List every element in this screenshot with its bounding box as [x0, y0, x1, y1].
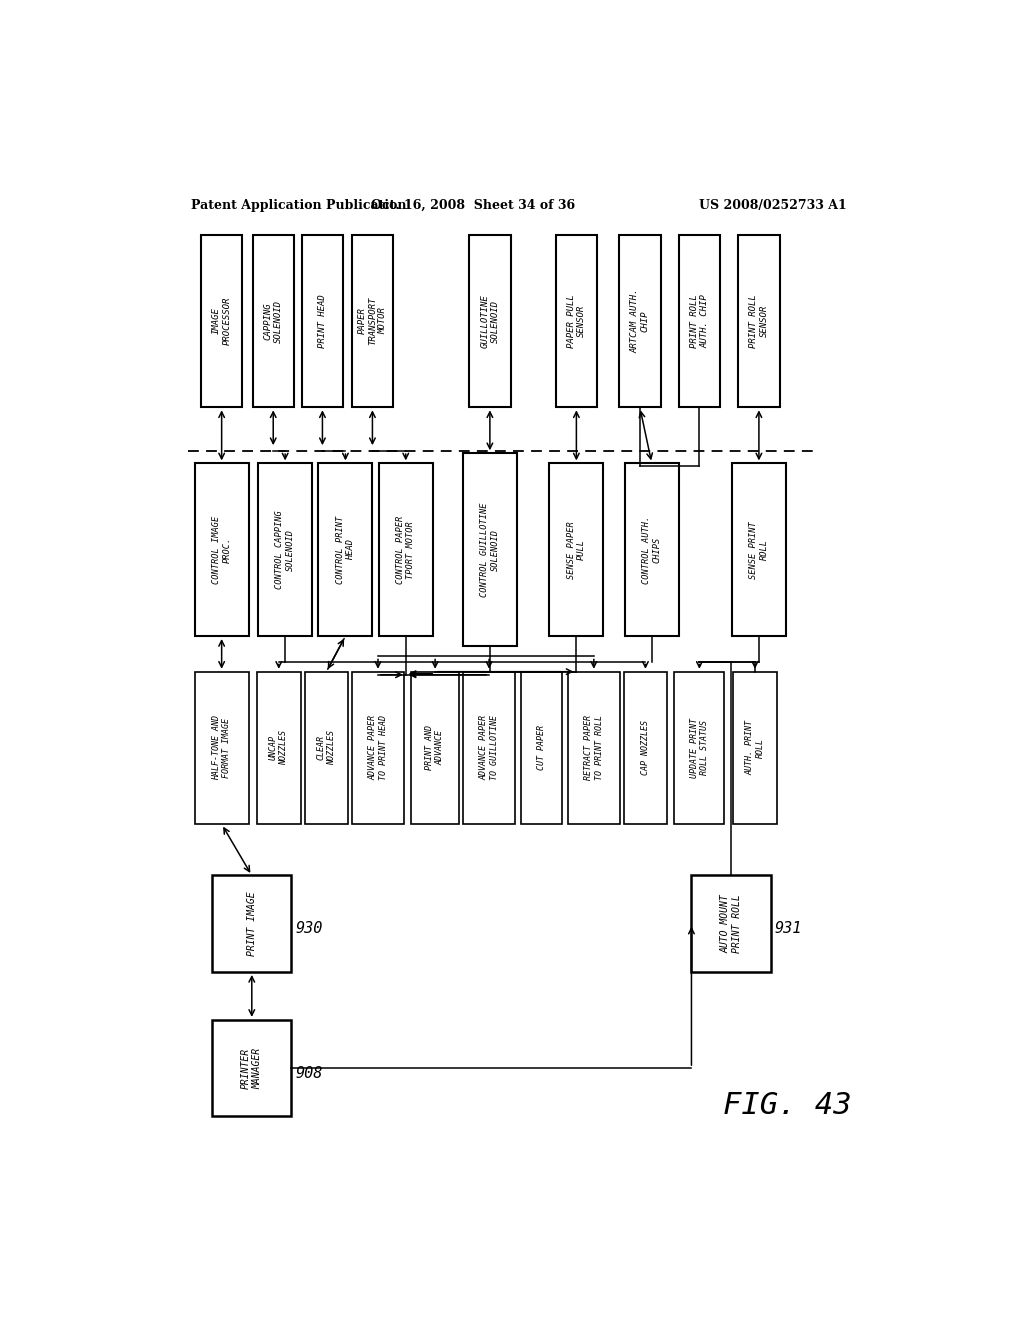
Text: PRINT ROLL
SENSOR: PRINT ROLL SENSOR	[750, 294, 769, 348]
FancyBboxPatch shape	[212, 1020, 292, 1117]
FancyBboxPatch shape	[352, 235, 393, 408]
Text: ADVANCE PAPER
TO GUILLOTINE: ADVANCE PAPER TO GUILLOTINE	[479, 715, 499, 780]
Text: UNCAP
NOZZLES: UNCAP NOZZLES	[269, 730, 289, 766]
FancyBboxPatch shape	[691, 875, 771, 972]
Text: PRINT HEAD: PRINT HEAD	[317, 294, 327, 348]
Text: PRINT AND
ADVANCE: PRINT AND ADVANCE	[425, 726, 444, 771]
FancyBboxPatch shape	[258, 463, 312, 636]
Text: CAPPING
SOLENOID: CAPPING SOLENOID	[263, 300, 283, 342]
Text: PRINT IMAGE: PRINT IMAGE	[247, 891, 257, 956]
Text: 931: 931	[775, 921, 802, 936]
FancyBboxPatch shape	[412, 672, 459, 824]
Text: Oct. 16, 2008  Sheet 34 of 36: Oct. 16, 2008 Sheet 34 of 36	[371, 199, 575, 213]
FancyBboxPatch shape	[625, 463, 679, 636]
Text: SENSE PRINT
ROLL: SENSE PRINT ROLL	[750, 521, 769, 578]
Text: AUTH. PRINT
ROLL: AUTH. PRINT ROLL	[745, 721, 765, 775]
Text: UPDATE PRINT
ROLL STATUS: UPDATE PRINT ROLL STATUS	[690, 718, 709, 777]
FancyBboxPatch shape	[201, 235, 243, 408]
Text: FIG. 43: FIG. 43	[723, 1092, 852, 1121]
FancyBboxPatch shape	[624, 672, 668, 824]
Text: SENSE PAPER
PULL: SENSE PAPER PULL	[566, 521, 586, 578]
Text: CONTROL CAPPING
SOLENOID: CONTROL CAPPING SOLENOID	[275, 511, 295, 589]
Text: CAP NOZZLES: CAP NOZZLES	[641, 721, 650, 775]
FancyBboxPatch shape	[318, 463, 373, 636]
FancyBboxPatch shape	[521, 672, 562, 824]
FancyBboxPatch shape	[302, 235, 343, 408]
Text: CONTROL IMAGE
PROC.: CONTROL IMAGE PROC.	[212, 516, 231, 583]
FancyBboxPatch shape	[379, 463, 433, 636]
FancyBboxPatch shape	[463, 453, 517, 647]
Text: RETRACT PAPER
TO PRINT ROLL: RETRACT PAPER TO PRINT ROLL	[584, 715, 603, 780]
Text: 930: 930	[296, 921, 323, 936]
FancyBboxPatch shape	[304, 672, 348, 824]
FancyBboxPatch shape	[675, 672, 724, 824]
FancyBboxPatch shape	[195, 463, 249, 636]
FancyBboxPatch shape	[469, 235, 511, 408]
Text: CONTROL PAPER
TPORT MOTOR: CONTROL PAPER TPORT MOTOR	[396, 516, 416, 583]
Text: CLEAR
NOZZLES: CLEAR NOZZLES	[316, 730, 336, 766]
FancyBboxPatch shape	[620, 235, 660, 408]
FancyBboxPatch shape	[352, 672, 403, 824]
FancyBboxPatch shape	[679, 235, 720, 408]
Text: CONTROL PRINT
HEAD: CONTROL PRINT HEAD	[336, 516, 355, 583]
FancyBboxPatch shape	[732, 463, 785, 636]
Text: PAPER PULL
SENSOR: PAPER PULL SENSOR	[566, 294, 586, 348]
FancyBboxPatch shape	[568, 672, 620, 824]
FancyBboxPatch shape	[253, 235, 294, 408]
Text: CONTROL GUILLOTINE
SOLENOID: CONTROL GUILLOTINE SOLENOID	[480, 503, 500, 597]
FancyBboxPatch shape	[257, 672, 301, 824]
FancyBboxPatch shape	[738, 235, 779, 408]
Text: AUTO MOUNT
PRINT ROLL: AUTO MOUNT PRINT ROLL	[720, 895, 742, 953]
FancyBboxPatch shape	[212, 875, 292, 972]
Text: GUILLOTINE
SOLENOID: GUILLOTINE SOLENOID	[480, 294, 500, 348]
Text: ARTCAM AUTH.
CHIP: ARTCAM AUTH. CHIP	[630, 289, 649, 354]
Text: 908: 908	[296, 1065, 323, 1081]
FancyBboxPatch shape	[733, 672, 777, 824]
Text: IMAGE
PROCESSOR: IMAGE PROCESSOR	[212, 297, 231, 346]
FancyBboxPatch shape	[550, 463, 603, 636]
FancyBboxPatch shape	[556, 235, 597, 408]
Text: PAPER
TRANSPORT
MOTOR: PAPER TRANSPORT MOTOR	[357, 297, 387, 346]
Text: CUT PAPER: CUT PAPER	[537, 726, 546, 771]
Text: PRINT ROLL
AUTH. CHIP: PRINT ROLL AUTH. CHIP	[690, 294, 709, 348]
Text: Patent Application Publication: Patent Application Publication	[191, 199, 407, 213]
Text: US 2008/0252733 A1: US 2008/0252733 A1	[699, 199, 847, 213]
Text: PRINTER
MANAGER: PRINTER MANAGER	[241, 1048, 262, 1089]
Text: HALF-TONE AND
FORMAT IMAGE: HALF-TONE AND FORMAT IMAGE	[212, 715, 231, 780]
Text: CONTROL AUTH.
CHIPS: CONTROL AUTH. CHIPS	[642, 516, 662, 583]
Text: ADVANCE PAPER
TO PRINT HEAD: ADVANCE PAPER TO PRINT HEAD	[369, 715, 388, 780]
FancyBboxPatch shape	[195, 672, 249, 824]
FancyBboxPatch shape	[463, 672, 515, 824]
